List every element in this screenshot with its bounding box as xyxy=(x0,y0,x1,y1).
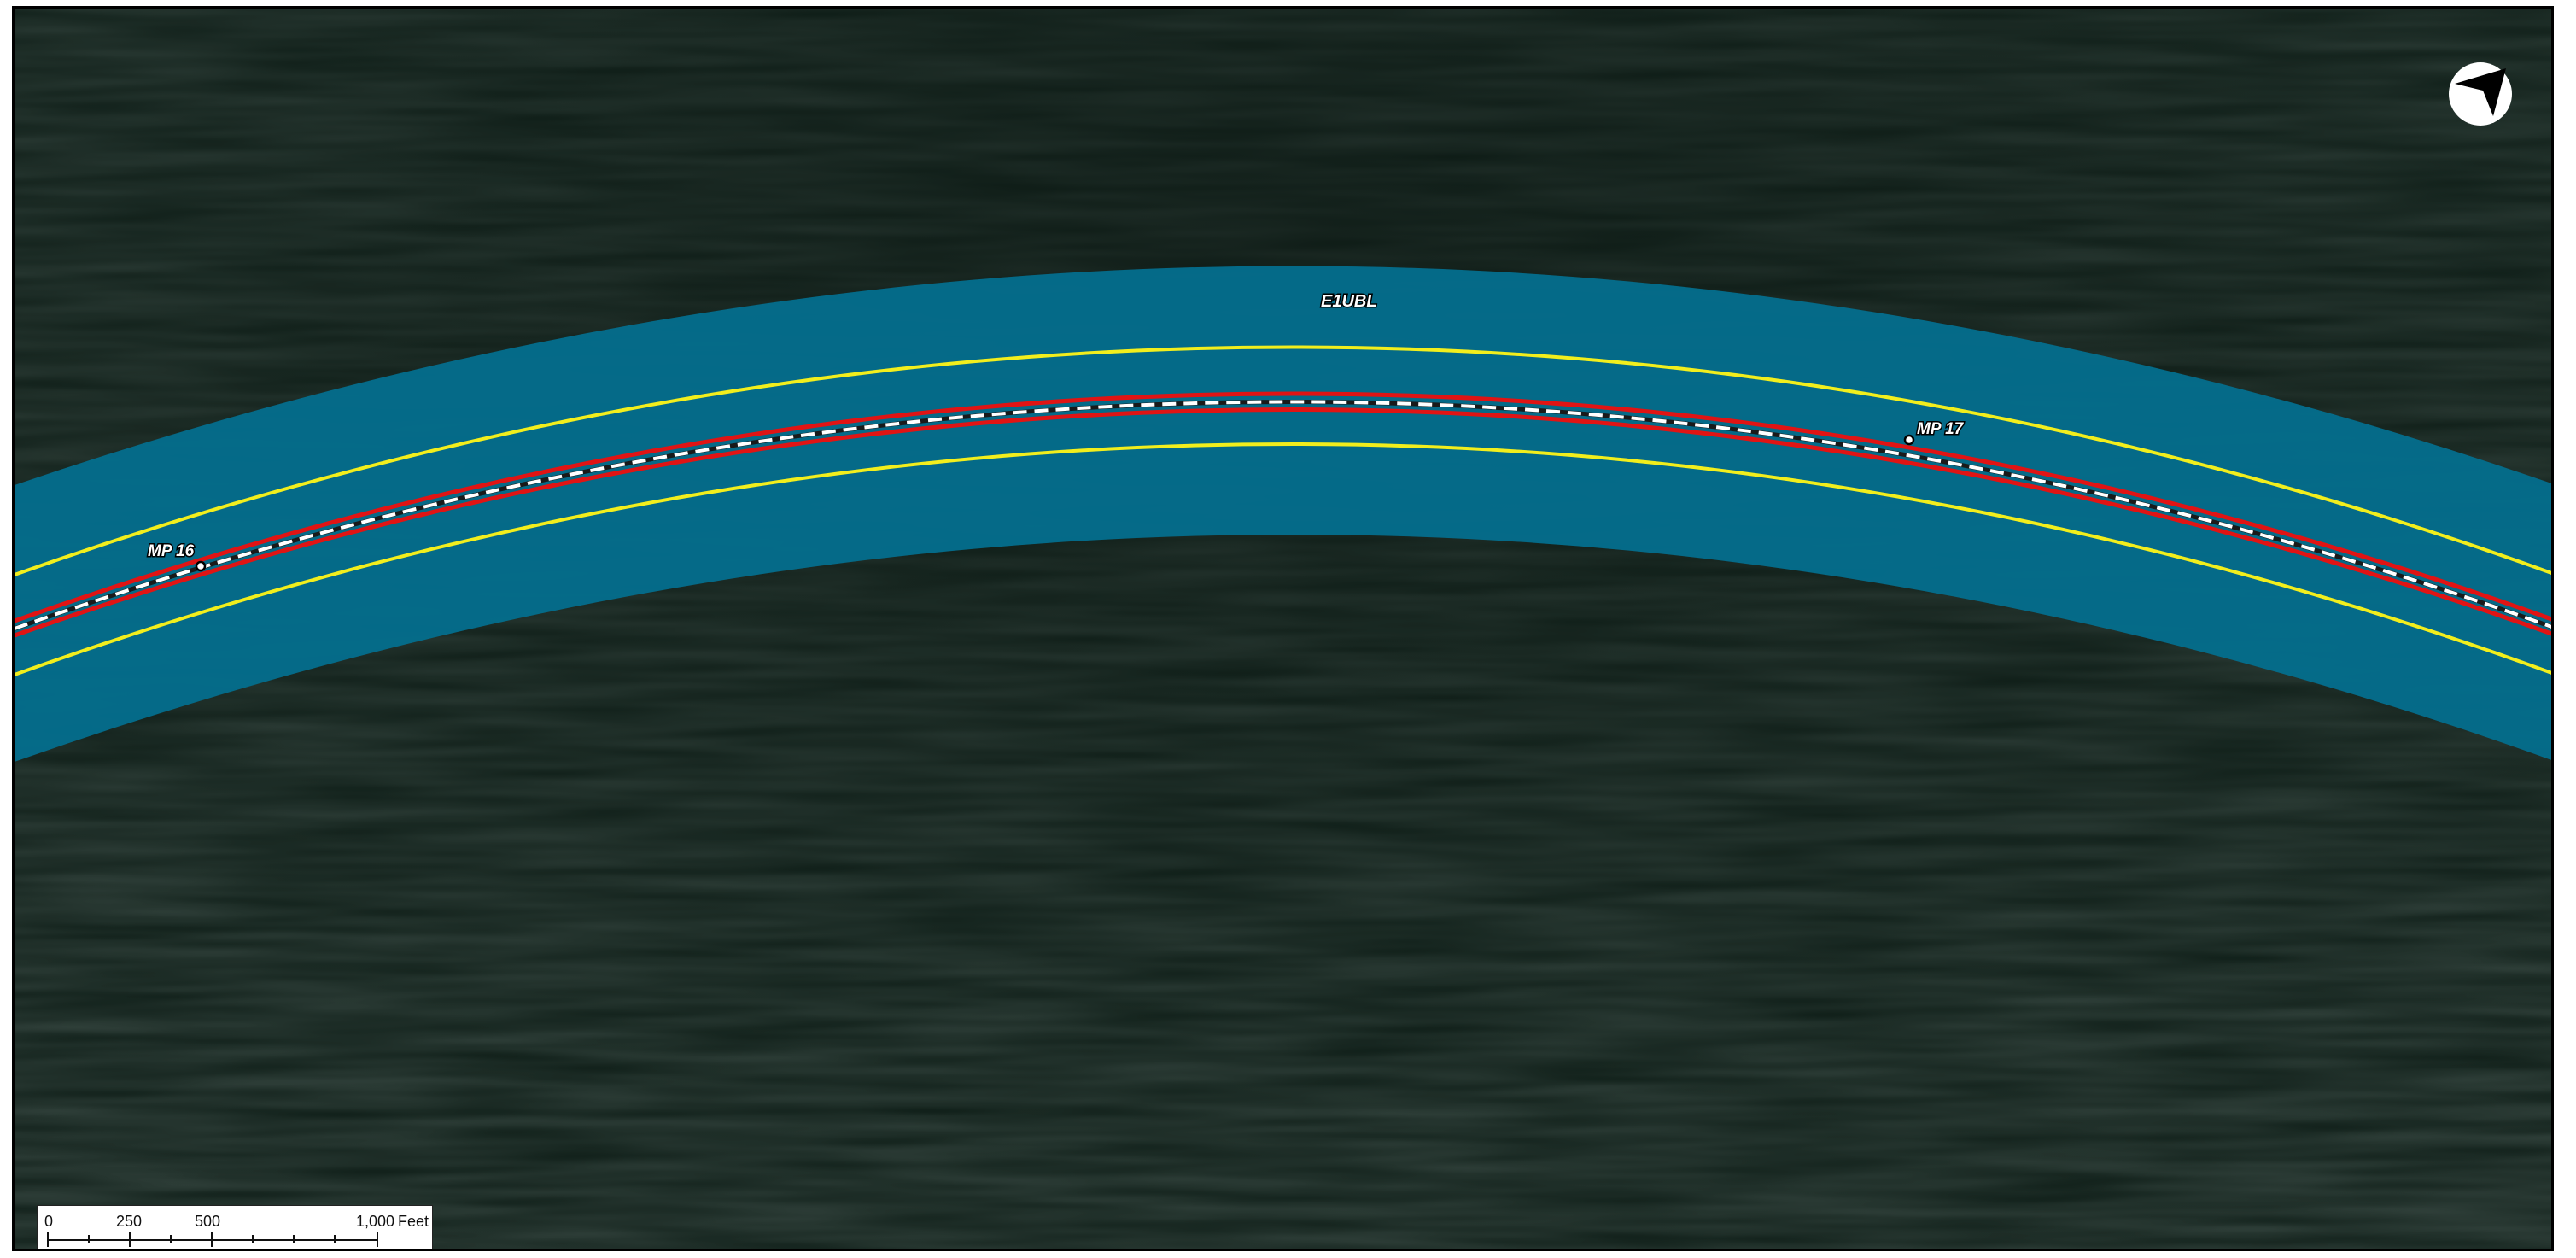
scale-label-0: 0 xyxy=(44,1213,53,1230)
milepost-marker-17[interactable] xyxy=(1903,434,1915,446)
north-arrow-icon xyxy=(2446,60,2515,128)
route-line-lower xyxy=(15,407,2551,638)
milepost-label-16: MP 16 xyxy=(148,542,195,560)
scale-ruler xyxy=(47,1232,378,1247)
buffer-line-lower xyxy=(15,442,2551,676)
corridor-label: E1UBL xyxy=(1321,292,1377,311)
milepost-marker-16[interactable] xyxy=(195,560,207,572)
scale-label-1000: 1,000 xyxy=(356,1213,394,1230)
route-line-upper xyxy=(15,391,2551,623)
survey-corridor xyxy=(15,266,2551,762)
map-canvas[interactable]: MP 16 MP 17 E1UBL xyxy=(15,9,2554,1251)
scale-unit: Feet xyxy=(398,1213,429,1230)
scale-label-250: 250 xyxy=(116,1213,142,1230)
milepost-label-17: MP 17 xyxy=(1917,420,1965,438)
scale-label-500: 500 xyxy=(195,1213,220,1230)
buffer-line-upper xyxy=(15,345,2551,576)
centerline-dashed xyxy=(15,400,2551,630)
map-frame: MP 16 MP 17 E1UBL 0 250 500 1,000 Feet xyxy=(12,6,2554,1251)
scale-bar: 0 250 500 1,000 Feet xyxy=(37,1205,433,1249)
